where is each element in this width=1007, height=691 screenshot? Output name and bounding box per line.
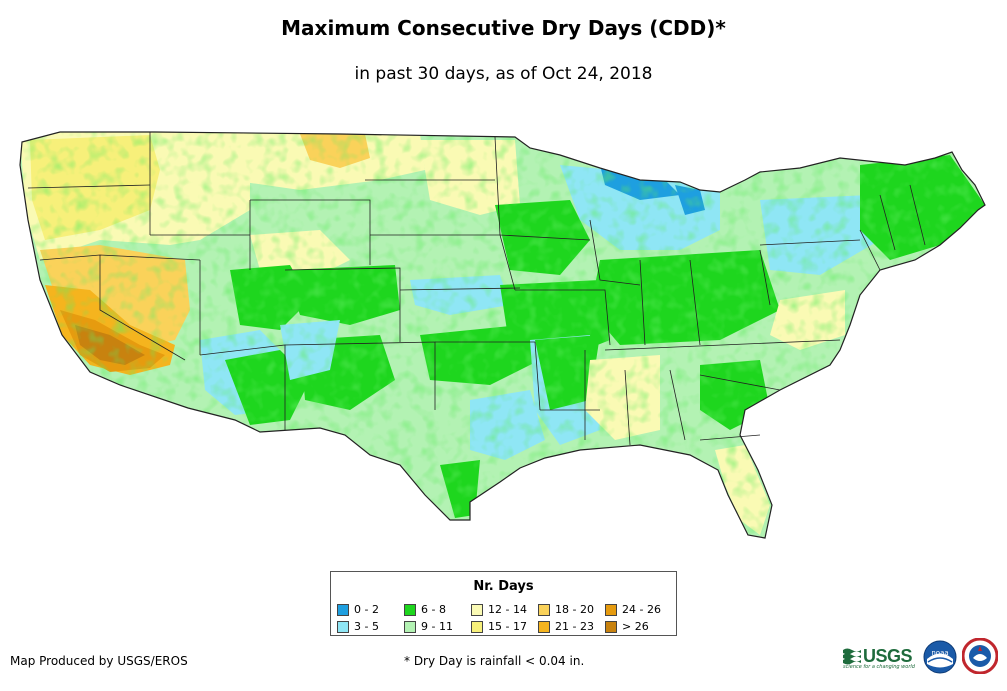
usgs-wave-icon	[843, 646, 861, 666]
usgs-tagline: science for a changing world	[843, 664, 915, 670]
map-title: Maximum Consecutive Dry Days (CDD)*	[281, 16, 726, 40]
legend-swatch	[471, 620, 483, 633]
legend: Nr. Days 0 - 2 3 - 5 6 - 8 9 - 11 12 - 1…	[330, 571, 677, 636]
legend-swatch	[605, 603, 617, 616]
legend-label: 15 - 17	[488, 620, 527, 633]
legend-item: 6 - 8	[404, 602, 471, 617]
legend-item: 24 - 26	[605, 602, 672, 617]
legend-title: Nr. Days	[473, 579, 534, 594]
noaa-logo-icon: noaa	[923, 640, 957, 674]
legend-swatch	[337, 603, 349, 616]
nws-logo-icon	[962, 638, 998, 674]
legend-swatch	[337, 620, 349, 633]
legend-label: 24 - 26	[622, 603, 661, 616]
credit-text: Map Produced by USGS/EROS	[10, 654, 188, 668]
legend-item: 0 - 2	[337, 602, 404, 617]
legend-swatch	[605, 620, 617, 633]
legend-item: 3 - 5	[337, 619, 404, 634]
legend-item: 12 - 14	[471, 602, 538, 617]
us-dry-days-map	[19, 131, 986, 539]
legend-label: 12 - 14	[488, 603, 527, 616]
usgs-logo: USGS science for a changing world	[843, 643, 921, 670]
legend-item: 21 - 23	[538, 619, 605, 634]
legend-label: 9 - 11	[421, 620, 453, 633]
speckle-texture	[20, 132, 985, 538]
legend-label: 6 - 8	[421, 603, 446, 616]
us-outline	[19, 131, 986, 539]
legend-item: 15 - 17	[471, 619, 538, 634]
legend-label: 3 - 5	[354, 620, 379, 633]
legend-swatch	[404, 620, 416, 633]
map-subtitle: in past 30 days, as of Oct 24, 2018	[354, 64, 653, 84]
legend-label: 0 - 2	[354, 603, 379, 616]
legend-item: 18 - 20	[538, 602, 605, 617]
legend-item: > 26	[605, 619, 672, 634]
legend-swatch	[404, 603, 416, 616]
legend-label: 21 - 23	[555, 620, 594, 633]
legend-swatch	[538, 603, 550, 616]
legend-label: 18 - 20	[555, 603, 594, 616]
state-boundaries	[27, 132, 926, 446]
legend-swatch	[538, 620, 550, 633]
noaa-text: noaa	[931, 649, 948, 657]
footnote: * Dry Day is rainfall < 0.04 in.	[404, 654, 585, 668]
legend-grid: 0 - 2 3 - 5 6 - 8 9 - 11 12 - 14 15 - 17…	[337, 602, 672, 634]
legend-swatch	[471, 603, 483, 616]
usgs-wordmark: USGS	[863, 645, 913, 666]
legend-item: 9 - 11	[404, 619, 471, 634]
legend-label: > 26	[622, 620, 649, 633]
